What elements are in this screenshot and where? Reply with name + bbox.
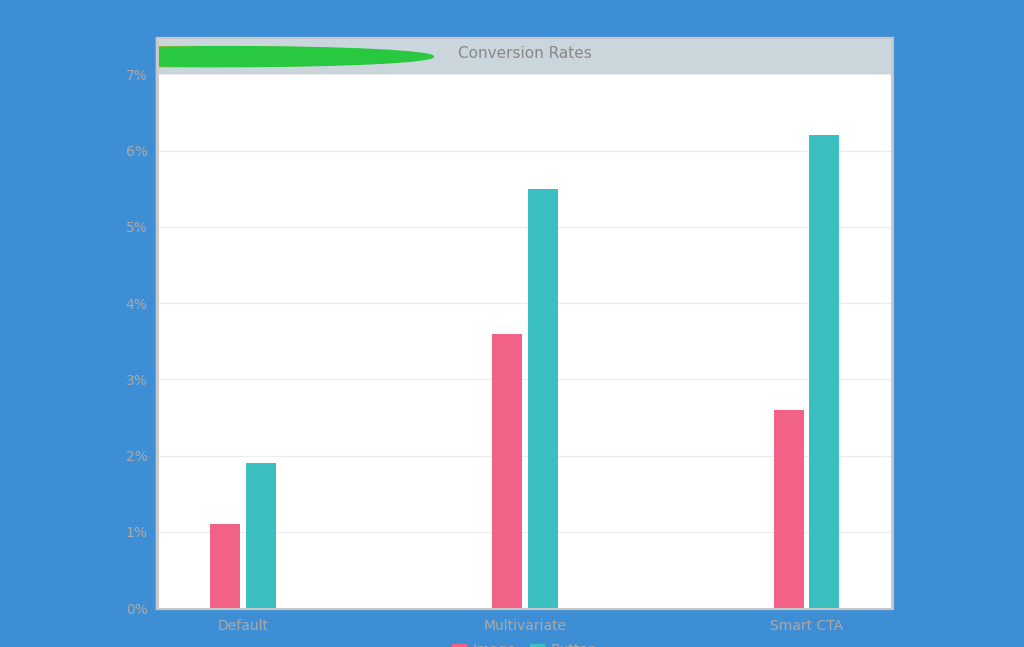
Legend: Image, Button: Image, Button (446, 637, 603, 647)
Bar (492, 334, 522, 608)
Circle shape (24, 47, 433, 67)
Circle shape (1, 47, 412, 67)
Circle shape (0, 47, 389, 67)
Bar (246, 463, 276, 608)
Bar (527, 189, 558, 608)
Bar (773, 410, 804, 608)
Bar (210, 524, 241, 608)
Title: Conversion Rates: Conversion Rates (458, 46, 592, 61)
Bar (809, 135, 840, 608)
